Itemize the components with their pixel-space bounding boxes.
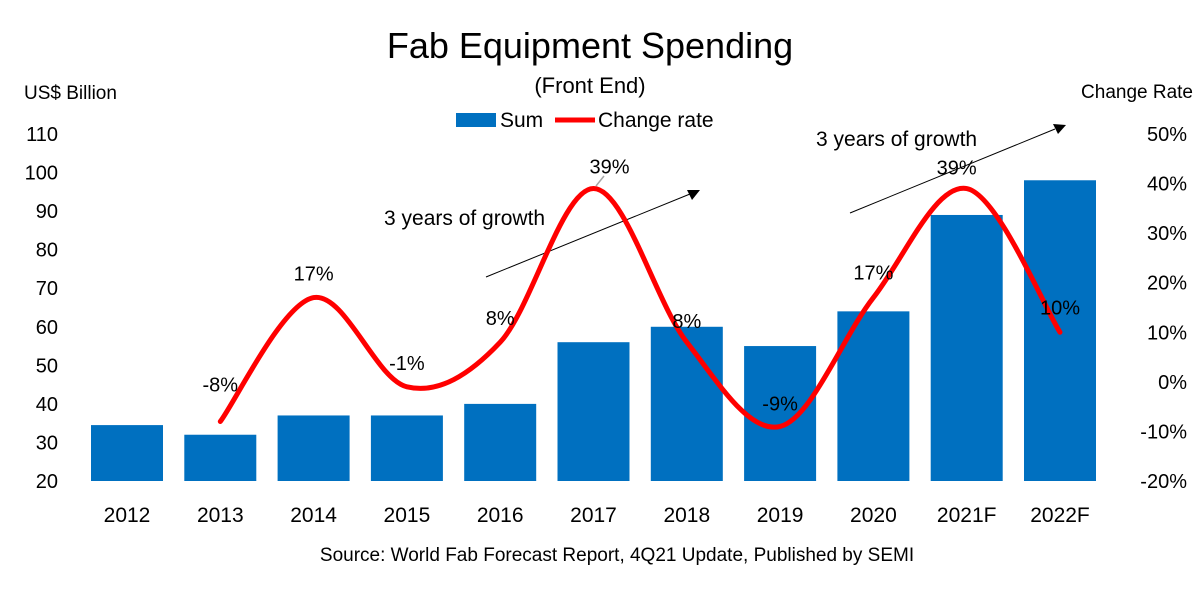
legend-swatch-sum (456, 113, 496, 127)
growth-arrow-2 (849, 128, 1056, 214)
x-tick-2020: 2020 (850, 504, 897, 527)
bar-2014 (277, 415, 350, 481)
bar-2013 (184, 434, 257, 481)
chart-title: Fab Equipment Spending (387, 25, 793, 66)
bar-2017 (557, 342, 630, 481)
y-tick-left: 60 (36, 317, 58, 339)
x-tick-2016: 2016 (477, 504, 524, 527)
bars-sum (91, 180, 1096, 481)
y-tick-left: 80 (36, 240, 58, 262)
rate-label-2014: 17% (294, 264, 334, 286)
bar-2021F (930, 214, 1003, 481)
y-tick-right: 40% (1147, 174, 1187, 196)
x-tick-2012: 2012 (104, 504, 151, 527)
rate-label-2016: 8% (486, 308, 515, 330)
y-tick-right: 0% (1158, 372, 1187, 394)
rate-label-2015: -1% (389, 353, 425, 375)
rate-label-2019: -9% (762, 393, 798, 415)
legend-label-sum: Sum (500, 109, 543, 132)
y-tick-right: 50% (1147, 124, 1187, 146)
rate-label-2020: 17% (853, 263, 893, 285)
change-rate-labels: -8% 17% -1% 8% 39% 8% -9% 17% 39% 10% (203, 157, 1081, 416)
y-tick-right: -20% (1140, 471, 1187, 493)
y-tick-left: 50 (36, 355, 58, 377)
y-tick-left: 90 (36, 201, 58, 223)
rate-label-2022F: 10% (1040, 297, 1080, 319)
x-tick-2019: 2019 (757, 504, 804, 527)
rate-label-2018: 8% (672, 311, 701, 333)
y-axis-left-label: US$ Billion (24, 83, 117, 104)
y-tick-left: 100 (25, 163, 58, 185)
x-tick-2021F: 2021F (937, 504, 997, 527)
x-tick-2013: 2013 (197, 504, 244, 527)
x-tick-2017: 2017 (570, 504, 617, 527)
bar-2015 (370, 415, 443, 481)
growth-arrow-1 (485, 193, 691, 278)
x-tick-2015: 2015 (384, 504, 431, 527)
label-leader-2017 (595, 175, 605, 187)
rate-label-2013: -8% (203, 375, 239, 397)
y-tick-left: 40 (36, 394, 58, 416)
x-tick-2014: 2014 (290, 504, 337, 527)
x-axis-categories: 2012 2013 2014 2015 2016 2017 2018 2019 2020 2021… (104, 504, 1090, 527)
y-tick-left: 110 (26, 124, 58, 146)
rate-label-2021F: 39% (937, 158, 977, 180)
bar-2012 (91, 425, 163, 481)
change-rate-line (217, 186, 1063, 430)
y-tick-left: 70 (36, 278, 58, 300)
y-tick-left: 30 (36, 432, 58, 454)
growth-arrowhead-2 (1053, 124, 1066, 134)
source-note: Source: World Fab Forecast Report, 4Q21 … (320, 545, 914, 566)
rate-label-2017: 39% (589, 157, 629, 179)
y-axis-left-ticks: 20 30 40 50 60 70 80 90 100 110 (25, 124, 58, 493)
y-tick-right: 10% (1147, 322, 1187, 344)
y-tick-left: 20 (36, 471, 58, 493)
growth-annotations: 3 years of growth 3 years of growth (384, 124, 1066, 278)
y-tick-right: -10% (1140, 421, 1187, 443)
y-tick-right: 30% (1147, 223, 1187, 245)
growth-annotation-2: 3 years of growth (816, 128, 977, 151)
legend-label-change-rate: Change rate (598, 109, 714, 132)
x-tick-2018: 2018 (663, 504, 710, 527)
y-tick-right: 20% (1147, 273, 1187, 295)
legend: Sum Change rate (456, 109, 714, 132)
x-tick-2022F: 2022F (1030, 504, 1090, 527)
y-axis-right-label: Change Rate (1081, 82, 1193, 103)
chart-subtitle: (Front End) (534, 73, 645, 98)
y-axis-right-ticks: -20% -10% 0% 10% 20% 30% 40% 50% (1140, 124, 1187, 493)
growth-arrowhead-1 (687, 190, 700, 200)
bar-2016 (464, 403, 537, 481)
bar-2019 (744, 346, 817, 481)
growth-annotation-1: 3 years of growth (384, 207, 545, 230)
bar-2018 (650, 326, 723, 481)
